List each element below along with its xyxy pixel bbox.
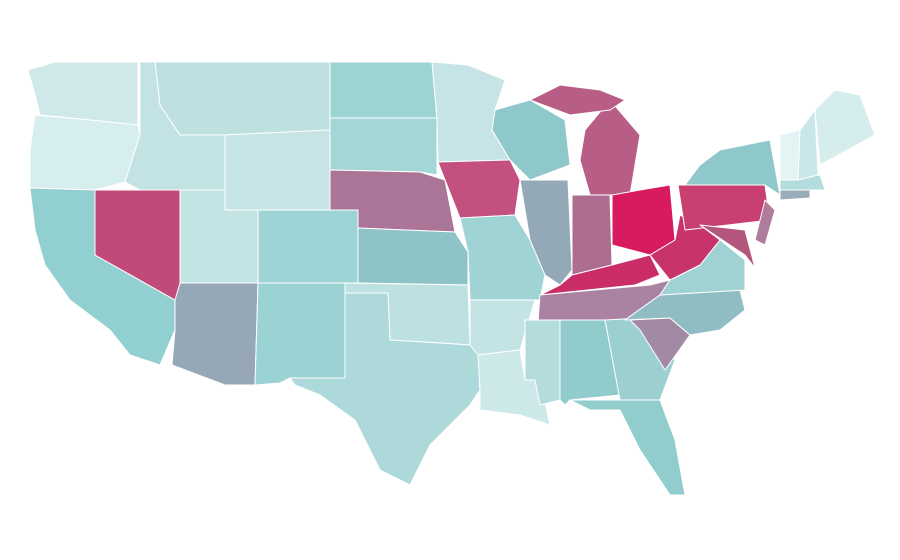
state <box>814 89 876 166</box>
state <box>254 282 346 386</box>
state <box>477 349 551 426</box>
state <box>797 109 819 181</box>
state <box>779 129 801 181</box>
state <box>257 209 359 284</box>
state <box>329 61 438 119</box>
state <box>754 199 776 246</box>
states <box>27 61 876 496</box>
state <box>491 99 571 181</box>
state <box>571 194 613 276</box>
state <box>699 224 756 269</box>
state <box>611 184 676 256</box>
state <box>649 214 721 281</box>
state <box>224 129 331 211</box>
state <box>569 399 686 496</box>
state <box>684 139 781 196</box>
state <box>29 114 141 191</box>
state <box>289 292 481 486</box>
state <box>154 61 331 136</box>
state <box>579 99 641 196</box>
state <box>329 117 438 176</box>
state <box>677 184 771 231</box>
state <box>529 84 626 116</box>
state <box>357 227 469 286</box>
state <box>171 282 259 386</box>
state <box>519 179 573 286</box>
